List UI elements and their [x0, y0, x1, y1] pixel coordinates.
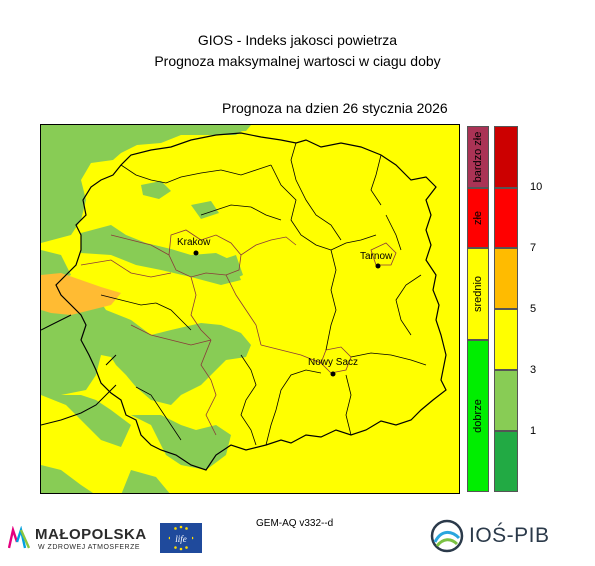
eu-star [185, 546, 188, 549]
eu-star [179, 525, 183, 529]
map-subtitle: Prognoza maksymalnej wartosci w ciagu do… [154, 53, 441, 69]
map-canvas: Krakow Tarnow Nowy Sacz [41, 125, 459, 493]
model-version: GEM-AQ v332--d [256, 518, 334, 529]
green-area-central [81, 225, 241, 285]
category-bad: złe [467, 188, 489, 248]
eu-star [185, 527, 188, 530]
index-color-scale [494, 126, 518, 492]
malopolska-mark-icon [8, 526, 30, 549]
eu-star [174, 527, 177, 530]
green-area-north-islet [101, 140, 126, 157]
category-legend: bardzo złe złe srednio dobrze [467, 126, 489, 492]
district-borders [80, 229, 397, 436]
county-borders [100, 142, 427, 446]
eu-life-logo: life [160, 523, 202, 553]
category-label-good: dobrze [472, 399, 484, 433]
category-good: dobrze [467, 340, 489, 492]
category-label-very-bad: bardzo złe [472, 131, 484, 183]
scale-tick-5: 5 [530, 303, 537, 315]
scale-tick-1: 1 [530, 425, 537, 437]
green-area-spot-1 [141, 181, 171, 199]
green-area-south [131, 415, 231, 470]
index-band-2 [494, 188, 518, 248]
neighbor-border [41, 314, 117, 426]
green-area-bottom-left [41, 465, 93, 493]
malopolska-name: MAŁOPOLSKA [35, 526, 147, 543]
city-label-krakow: Krakow [177, 237, 211, 248]
scale-tick-3: 3 [530, 364, 537, 376]
malopolska-logo: MAŁOPOLSKA W ZDROWEJ ATMOSFERZE [8, 524, 158, 558]
category-very-bad: bardzo złe [467, 126, 489, 188]
higher-index-area [41, 273, 121, 315]
eu-life-text: life [175, 534, 187, 544]
scale-tick-7: 7 [530, 242, 537, 254]
malopolska-tagline: W ZDROWEJ ATMOSFERZE [38, 544, 141, 551]
city-label-nowy-sacz: Nowy Sacz [308, 357, 358, 368]
city-marker-tarnow [375, 263, 381, 269]
green-area-north-bar [136, 125, 251, 133]
category-moderate: srednio [467, 248, 489, 340]
ios-pib-mark-icon [430, 519, 464, 553]
index-band-4 [494, 309, 518, 370]
category-label-bad: złe [472, 210, 484, 226]
forecast-date: Prognoza na dzien 26 stycznia 2026 [222, 100, 448, 116]
city-label-tarnow: Tarnow [360, 251, 393, 262]
eu-star [179, 547, 183, 551]
forecast-map: Krakow Tarnow Nowy Sacz [40, 124, 460, 494]
city-markers: Krakow Tarnow Nowy Sacz [177, 237, 393, 377]
eu-stars-icon: life [168, 525, 194, 551]
green-area-southwest [41, 395, 131, 447]
scale-tick-10: 10 [530, 181, 543, 193]
ios-pib-logo: IOŚ-PIB [427, 516, 567, 556]
city-marker-nowy-sacz [330, 371, 336, 377]
green-area-spot-2 [191, 201, 219, 219]
green-area-northwest [41, 125, 251, 243]
index-band-1 [494, 126, 518, 188]
index-band-5 [494, 370, 518, 431]
good-air-areas [41, 125, 251, 493]
map-title: GIOS - Indeks jakosci powietrza [197, 32, 398, 48]
green-area-bottom [121, 470, 170, 493]
city-marker-krakow [193, 250, 199, 256]
green-area-west [41, 285, 251, 405]
index-band-6 [494, 431, 518, 492]
index-band-3 [494, 248, 518, 309]
eu-star [174, 546, 177, 549]
category-label-moderate: srednio [472, 275, 484, 313]
ios-pib-name: IOŚ-PIB [469, 524, 550, 547]
